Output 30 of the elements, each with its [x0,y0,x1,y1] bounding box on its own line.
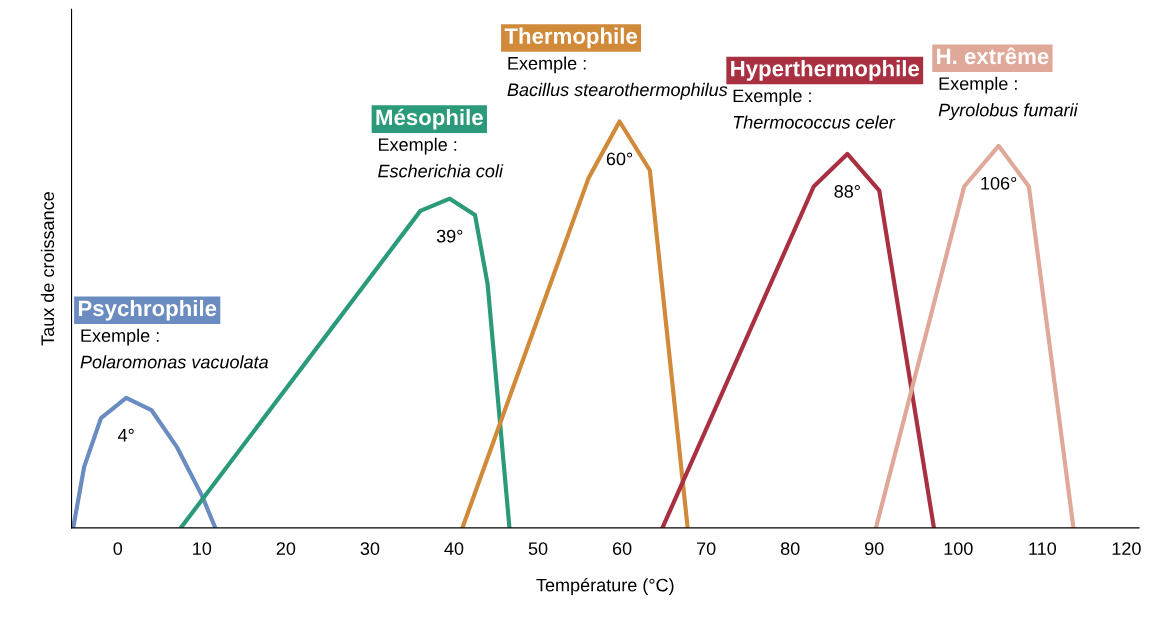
annotation: 88° [834,185,860,198]
text: Exemple : Pyrolobus fumarii [938,76,1078,121]
annotation: Exemple : Escherichia coli [378,137,504,178]
x-tick-label: 10 [193,542,212,555]
annotation: Exemple : Thermococcus celer [733,88,896,129]
annotation: 106° [981,176,1017,190]
x-tick-label: 40 [444,542,464,555]
text: Exemple : Bacillus stearothermophilus [507,56,728,100]
x-tick-label: 60 [612,542,632,555]
x-tick-label: 0 [113,542,123,555]
x-axis-title: Température (°C) [536,578,674,596]
text: Psychrophile [78,299,217,321]
x-tick-label: 20 [276,542,296,555]
x-tick-label: 80 [780,542,800,555]
x-tick-label: 110 [1029,542,1057,555]
annotation: 39° [436,229,463,243]
annotation: Exemple : Polaromonas vacuolata [80,328,269,369]
x-tick-label: 120 [1112,542,1141,555]
x-tick-label: 50 [528,542,548,555]
annotation: 4° [117,428,134,442]
text: Thermophile [504,27,637,49]
annotation: 60° [606,152,633,166]
text: Hyperthermophile [731,60,920,81]
text: Mésophile [376,108,483,130]
y-axis-title: Taux de croissance [40,192,55,346]
x-tick-label: 30 [360,542,380,555]
x-tick-label: 70 [697,542,716,555]
text: H. extrême [937,47,1049,65]
x-tick-label: 100 [944,542,973,555]
x-tick-label: 90 [865,542,884,555]
